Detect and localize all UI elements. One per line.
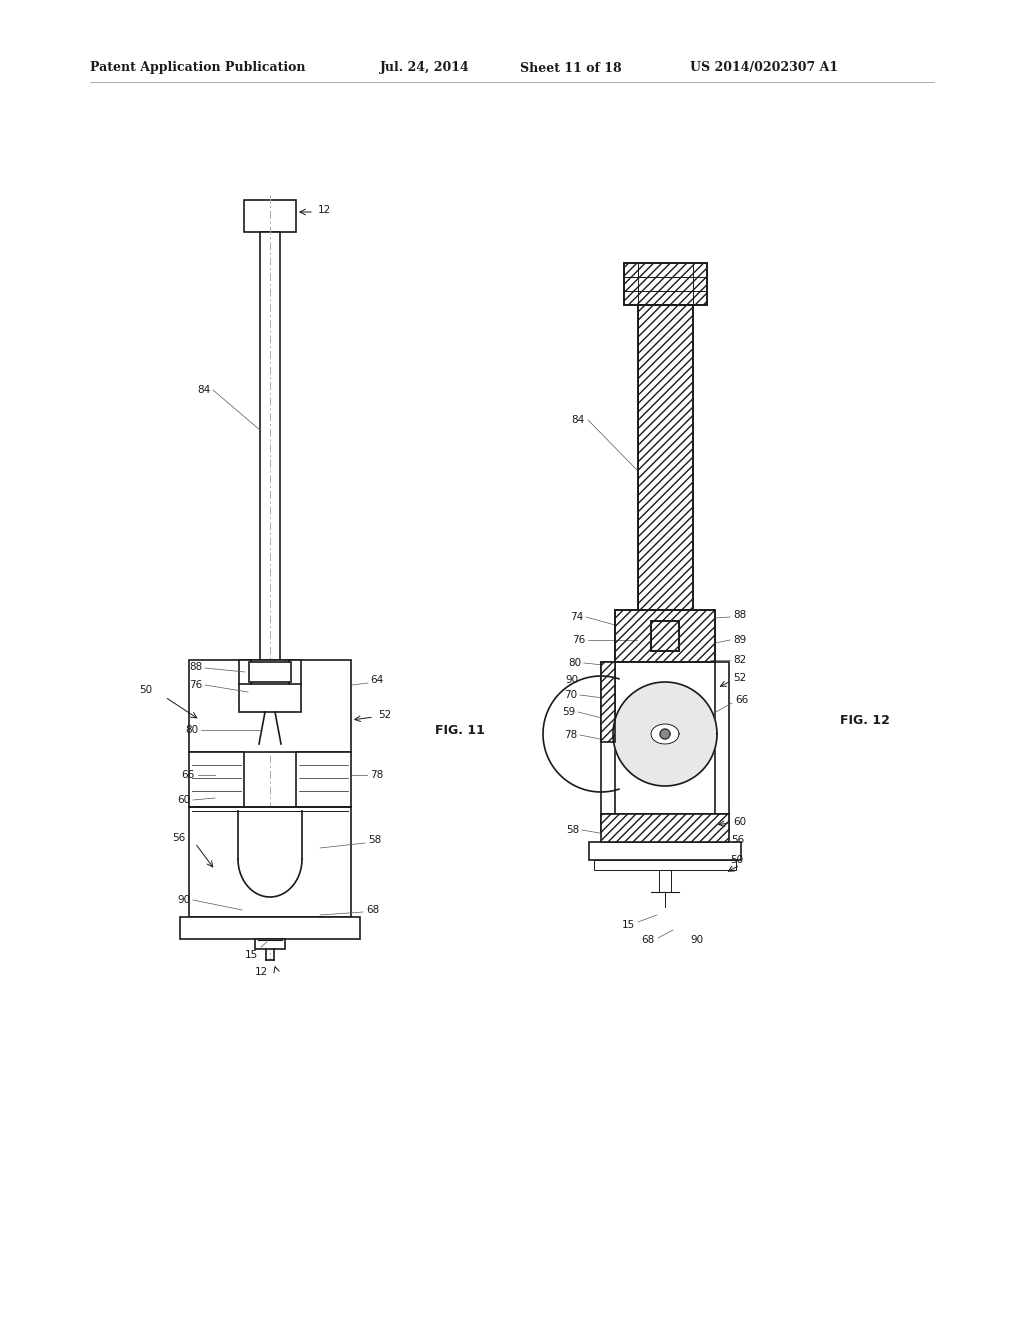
Text: 76: 76 [571,635,585,645]
Bar [239,660,301,711]
Text: Jul. 24, 2014: Jul. 24, 2014 [380,62,470,74]
Text: 90: 90 [566,675,579,685]
Text: 84: 84 [571,414,585,425]
Bar [189,660,351,752]
Text: 90: 90 [690,935,703,945]
Text: 78: 78 [564,730,577,741]
Bar [651,620,679,651]
Text: 58: 58 [565,825,579,836]
Text: 52: 52 [378,710,391,719]
Text: 64: 64 [370,675,383,685]
Polygon shape [660,729,670,739]
Text: 74: 74 [569,612,583,622]
Text: 15: 15 [245,950,258,960]
Text: 68: 68 [642,935,655,945]
Polygon shape [651,723,679,744]
Text: 12: 12 [255,968,268,977]
Text: 60: 60 [733,817,746,828]
Bar [601,814,729,832]
Bar [180,917,360,939]
Text: 58: 58 [368,836,381,845]
Bar [296,752,351,807]
Text: 59: 59 [562,708,575,717]
Bar [601,663,615,742]
Text: 76: 76 [188,680,202,690]
Bar [589,842,741,861]
Text: 70: 70 [564,690,577,700]
Bar [615,610,715,663]
Bar [601,663,615,814]
Bar [615,610,715,663]
Text: 12: 12 [318,205,331,215]
Bar [624,263,707,305]
Text: Patent Application Publication: Patent Application Publication [90,62,305,74]
Bar [260,232,280,660]
Text: FIG. 11: FIG. 11 [435,723,485,737]
Bar [715,663,729,814]
Text: 50: 50 [139,685,152,696]
Text: 78: 78 [370,770,383,780]
Text: 80: 80 [185,725,198,735]
Text: 52: 52 [733,673,746,682]
Bar [651,620,679,651]
Bar [624,263,707,305]
Text: 80: 80 [568,657,581,668]
Bar [638,305,692,610]
Bar [659,870,671,892]
Text: 84: 84 [197,385,210,395]
Text: 66: 66 [735,696,749,705]
Bar [594,861,736,870]
Text: 89: 89 [733,635,746,645]
Bar [244,201,296,232]
Bar [255,939,285,949]
Text: 88: 88 [733,610,746,620]
Text: FIG. 12: FIG. 12 [840,714,890,726]
Text: Sheet 11 of 18: Sheet 11 of 18 [520,62,622,74]
Text: 90: 90 [177,895,190,906]
Polygon shape [613,682,717,785]
Text: 15: 15 [622,920,635,931]
Text: 56: 56 [172,833,185,843]
Bar [189,752,244,807]
Text: 82: 82 [733,655,746,665]
Bar [189,807,351,917]
Bar [601,814,729,842]
Text: 50: 50 [730,855,743,865]
Bar [249,663,291,682]
Text: 60: 60 [177,795,190,805]
Text: 66: 66 [181,770,195,780]
Text: 68: 68 [366,906,379,915]
Bar [638,305,692,610]
Text: US 2014/0202307 A1: US 2014/0202307 A1 [690,62,838,74]
Text: 56: 56 [731,836,744,845]
Text: 88: 88 [188,663,202,672]
